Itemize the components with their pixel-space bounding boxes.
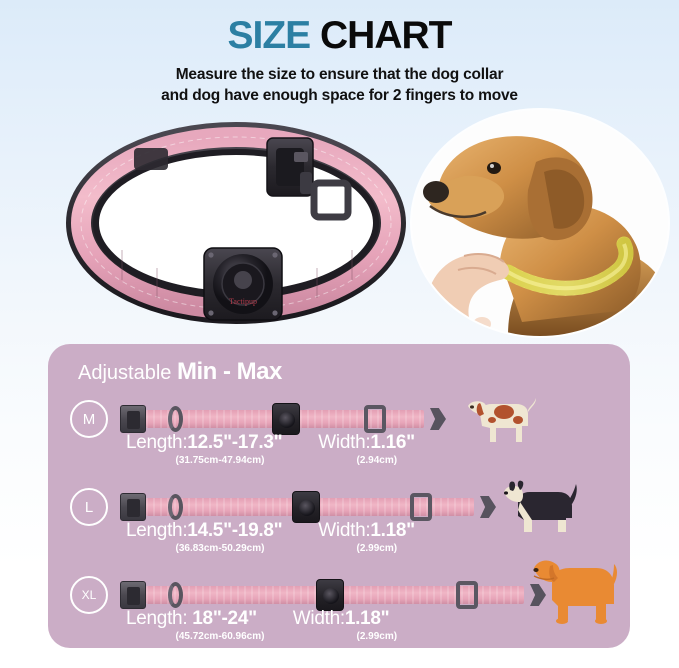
width-label-xl: Width: [292, 608, 345, 629]
length-label-l: Length: [126, 520, 188, 541]
measurements-xl: Length: 18"-24" Width:1.18" (45.72cm-60.… [126, 608, 566, 642]
header: SIZE CHART Measure the size to ensure th… [0, 0, 679, 107]
collar-strip-l [120, 490, 500, 524]
slider-icon [410, 493, 432, 521]
measurements-m: Length:12.5"-17.3" Width:1.16" (31.75cm-… [126, 432, 566, 466]
length-metric-m: (31.75cm-47.94cm) [175, 455, 265, 466]
width-value-l: 1.18" [370, 520, 415, 541]
dog-silhouette-husky [504, 480, 577, 532]
measurements-l: Length:14.5"-19.8" Width:1.18" (36.83cm-… [126, 520, 566, 554]
measurement-line-m: Length:12.5"-17.3" Width:1.16" [126, 432, 566, 454]
panel-heading-regular: Adjustable [78, 362, 172, 384]
size-row-m: M Length:12.5"-17.3" Width:1.16" (31.75c… [48, 392, 630, 478]
title-word-size: SIZE [227, 14, 311, 57]
size-chart-panel: Adjustable Min - Max M Length:12.5"-17.3… [48, 344, 630, 648]
svg-text:Tactipup: Tactipup [229, 297, 257, 306]
dog-measuring-photo [412, 110, 668, 336]
subtitle-line-2: and dog have enough space for 2 fingers … [161, 86, 518, 104]
length-metric-xl: (45.72cm-60.96cm) [175, 631, 265, 642]
metric-line-l: (36.83cm-50.29cm) (2.99cm) [126, 543, 566, 554]
buckle-icon [266, 137, 314, 197]
length-label-xl: Length: [126, 608, 193, 629]
width-label-l: Width: [318, 520, 371, 541]
width-metric-l: (2.99cm) [356, 543, 398, 554]
d-ring-icon [168, 494, 183, 520]
metric-line-m: (31.75cm-47.94cm) (2.94cm) [126, 455, 566, 466]
airtag-holder-icon [272, 403, 300, 435]
panel-heading: Adjustable Min - Max [78, 358, 282, 386]
dog-silhouette-beagle [468, 398, 536, 442]
width-value-xl: 1.18" [344, 608, 390, 629]
length-value-m: 12.5"-17.3" [187, 432, 283, 453]
size-badge-m: M [70, 400, 108, 438]
strap-tip-icon [480, 496, 496, 518]
panel-heading-bold: Min - Max [176, 358, 282, 385]
title-word-chart: CHART [320, 14, 452, 57]
width-label-m: Width: [318, 432, 371, 453]
metric-line-xl: (45.72cm-60.96cm) (2.99cm) [126, 631, 566, 642]
d-ring-icon [168, 582, 183, 608]
collar-strip-m [120, 402, 450, 436]
airtag-holder-icon [292, 491, 320, 523]
buckle-icon [120, 405, 146, 433]
d-ring-icon [168, 406, 183, 432]
size-row-xl: XL Length: 18"-24" Width:1.18" (45.72cm-… [48, 560, 630, 648]
length-value-xl: 18"-24" [192, 608, 257, 629]
size-badge-xl: XL [70, 576, 108, 614]
dog-silhouette-golden-retriever [533, 560, 617, 624]
collar-illustration: Tactipup [66, 122, 406, 324]
length-metric-l: (36.83cm-50.29cm) [175, 543, 265, 554]
subtitle: Measure the size to ensure that the dog … [0, 65, 679, 107]
collar-strip-xl [120, 578, 550, 612]
hero-section: Tactipup [0, 108, 679, 340]
length-label-m: Length: [126, 432, 188, 453]
measurement-line-l: Length:14.5"-19.8" Width:1.18" [126, 520, 566, 542]
size-row-l: L Length:14.5"-19.8" Width:1.18" (36.83c… [48, 480, 630, 566]
slider-icon [364, 405, 386, 433]
buckle-icon [120, 581, 146, 609]
buckle-icon [120, 493, 146, 521]
width-metric-m: (2.94cm) [356, 455, 398, 466]
subtitle-line-1: Measure the size to ensure that the dog … [175, 66, 504, 83]
length-value-l: 14.5"-19.8" [187, 520, 283, 541]
size-badge-l: L [70, 488, 108, 526]
width-value-m: 1.16" [370, 432, 415, 453]
slider-icon [456, 581, 478, 609]
strap-tip-icon [430, 408, 446, 430]
page-title: SIZE CHART [0, 16, 679, 55]
airtag-holder-icon: Tactipup [203, 247, 283, 321]
airtag-holder-icon [316, 579, 344, 611]
dog-photo-illustration [412, 110, 668, 336]
slider-icon [310, 179, 352, 221]
strap-tip-icon [530, 584, 546, 606]
collar-product-photo: Tactipup [62, 120, 410, 335]
measurement-line-xl: Length: 18"-24" Width:1.18" [126, 608, 566, 630]
width-metric-xl: (2.99cm) [356, 631, 398, 642]
